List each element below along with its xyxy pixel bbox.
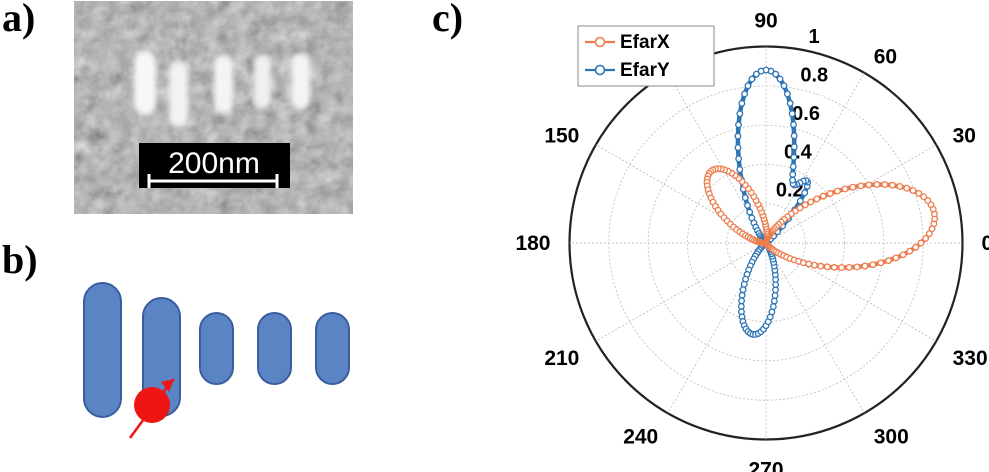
svg-text:EfarY: EfarY (620, 60, 670, 81)
svg-text:180: 180 (515, 232, 550, 255)
svg-text:0: 0 (982, 232, 989, 255)
svg-text:0.6: 0.6 (792, 103, 820, 125)
svg-text:EfarX: EfarX (620, 32, 670, 53)
svg-text:60: 60 (874, 45, 897, 68)
svg-text:30: 30 (953, 124, 976, 147)
svg-text:1: 1 (809, 26, 820, 48)
svg-text:0.4: 0.4 (784, 141, 813, 163)
svg-text:240: 240 (623, 426, 658, 449)
svg-text:330: 330 (953, 347, 988, 370)
svg-text:210: 210 (544, 347, 579, 370)
svg-text:270: 270 (748, 459, 783, 472)
svg-text:150: 150 (544, 124, 579, 147)
svg-text:90: 90 (754, 10, 777, 33)
svg-text:0.8: 0.8 (800, 64, 828, 86)
svg-text:300: 300 (874, 426, 909, 449)
